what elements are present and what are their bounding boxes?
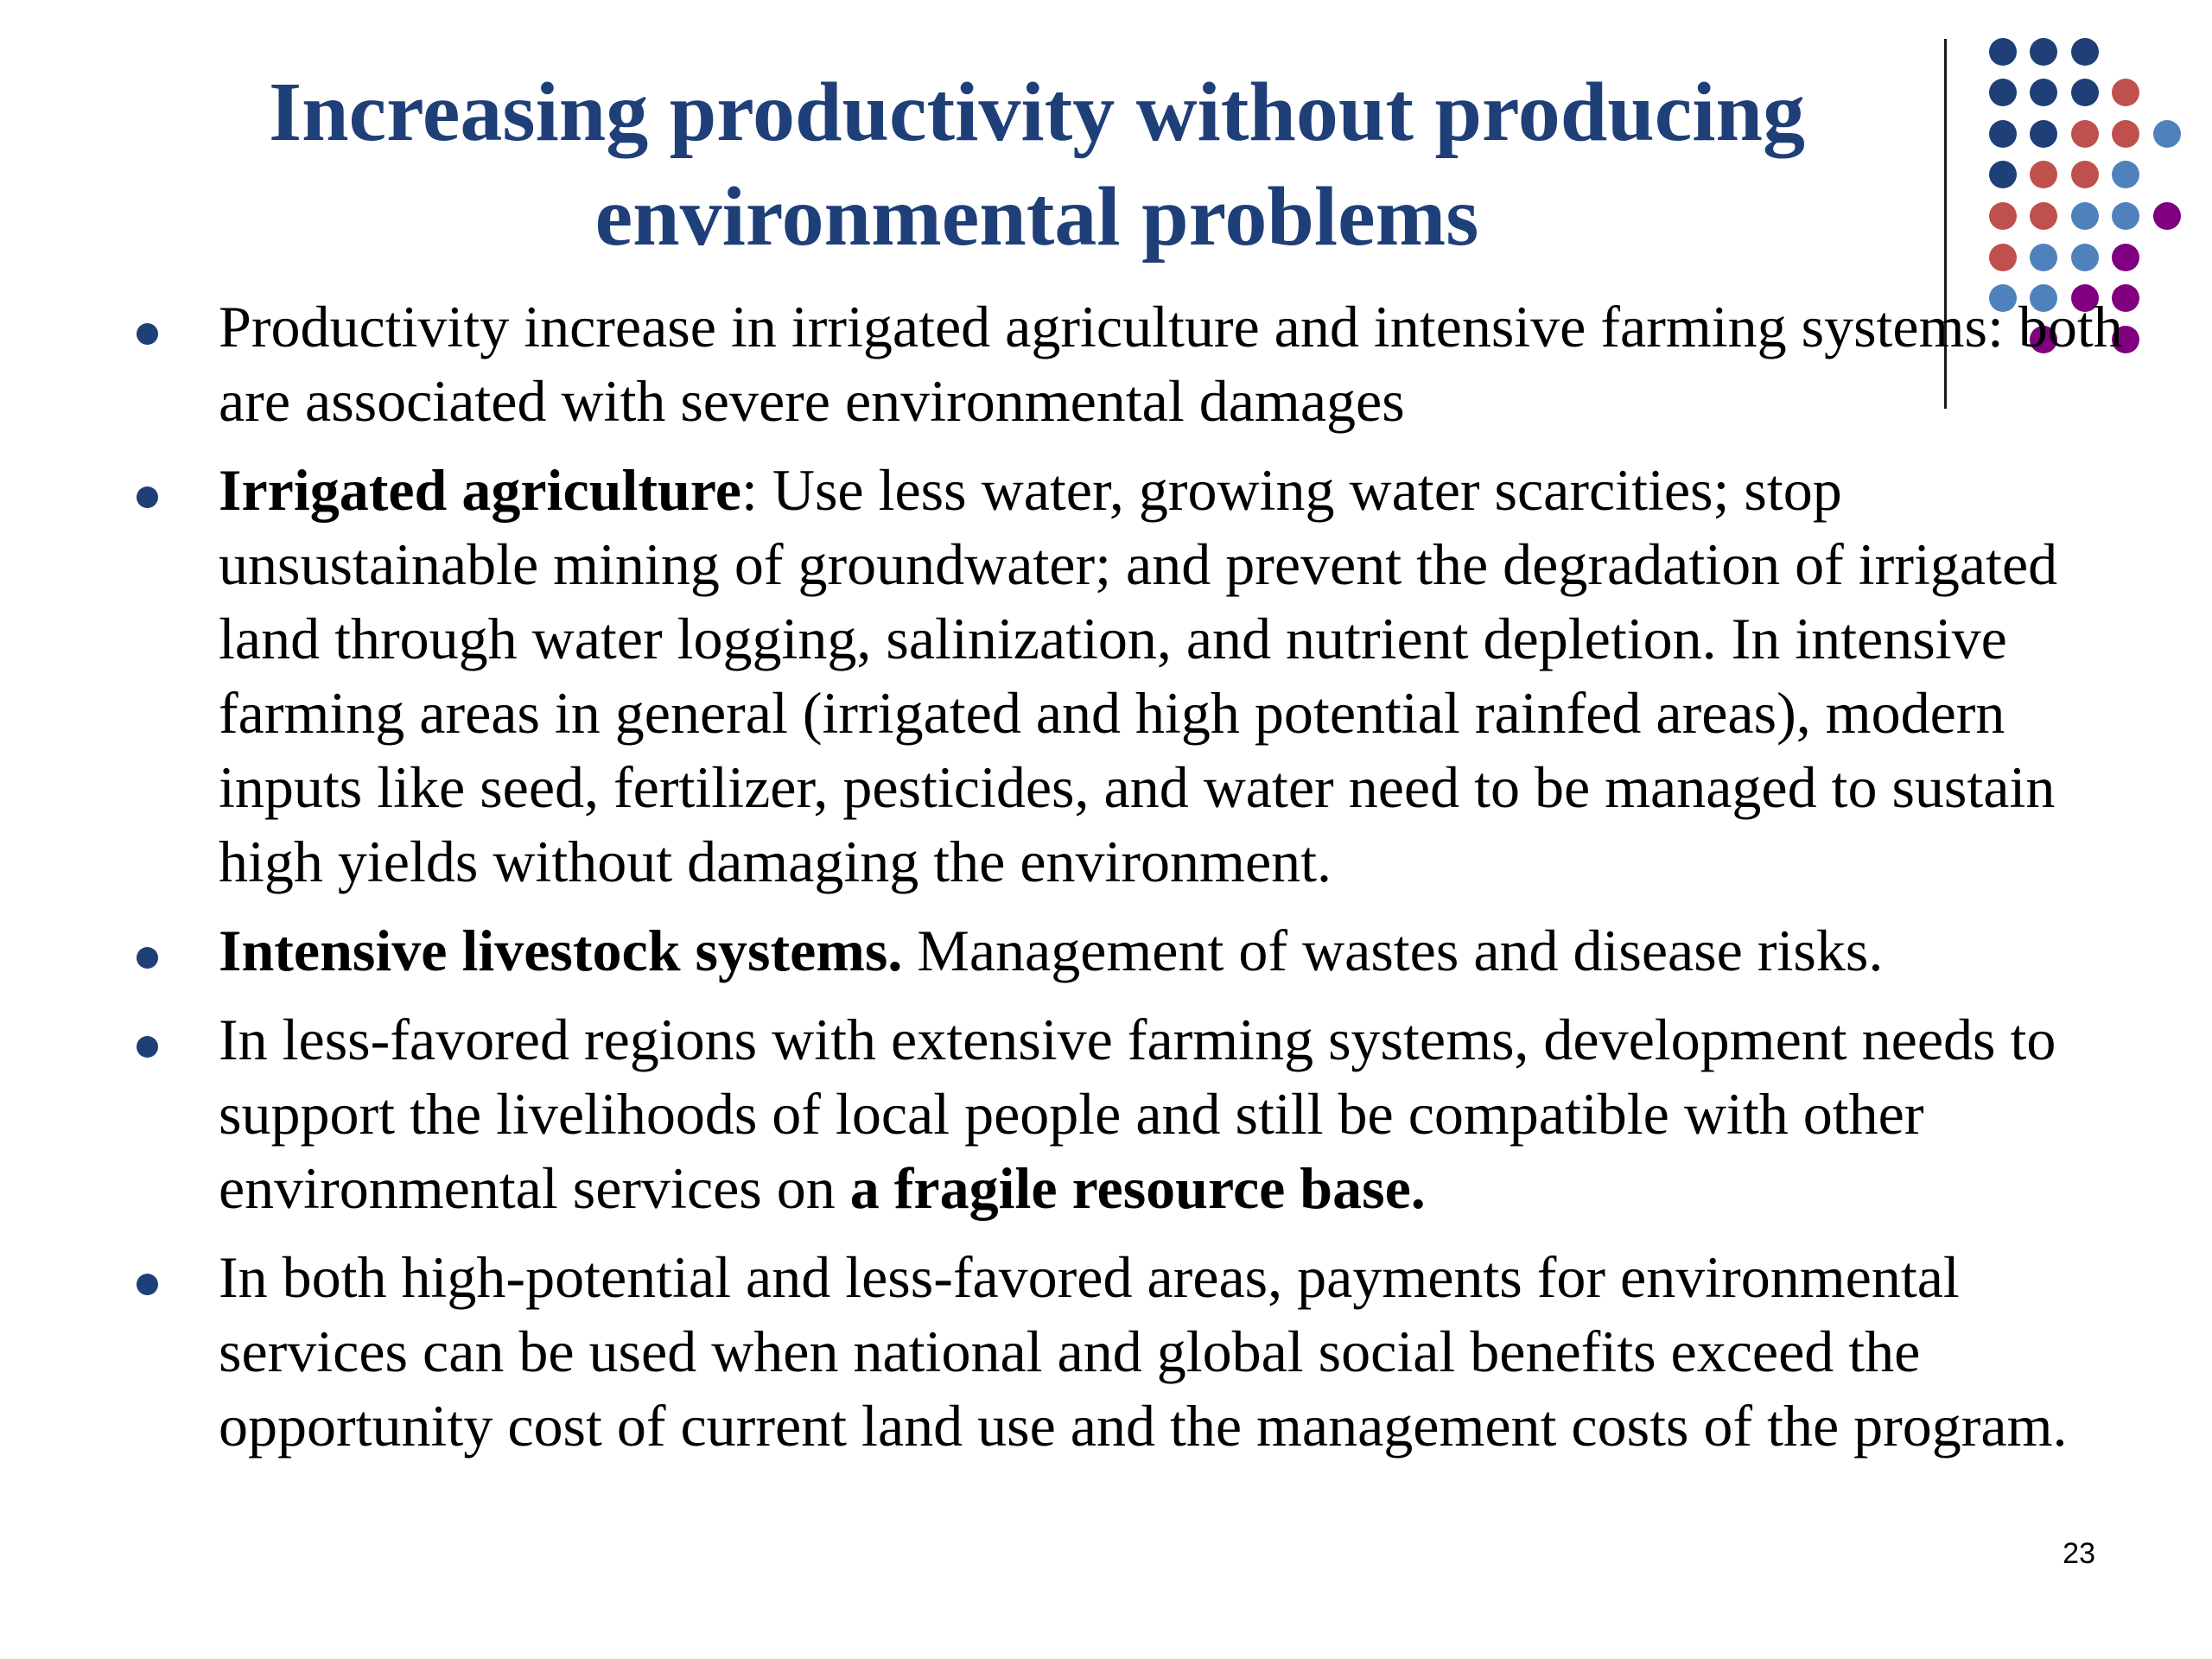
bullet-text-segment: : Use less water, growing water scarciti… — [219, 457, 2058, 894]
decorative-dot — [2030, 38, 2057, 66]
title-line-1: Increasing productivity without producin… — [269, 66, 1805, 159]
decorative-dot — [2071, 244, 2099, 271]
bullet-bold-text: a fragile resource base. — [849, 1155, 1426, 1221]
bullet-item: In both high-potential and less-favored … — [121, 1240, 2143, 1463]
bullet-text: In less-favored regions with extensive f… — [219, 1007, 2056, 1221]
decorative-dot — [2030, 161, 2057, 188]
bullet-list: Productivity increase in irrigated agric… — [121, 289, 2143, 1478]
decorative-dot — [2030, 79, 2057, 106]
decorative-dot — [2153, 202, 2181, 230]
decorative-dot — [2071, 161, 2099, 188]
bullet-text-segment: Management of wastes and disease risks. — [902, 918, 1884, 983]
bullet-item: Intensive livestock systems. Management … — [121, 913, 2143, 988]
decorative-dot — [1989, 202, 2017, 230]
decorative-dot — [2153, 120, 2181, 148]
bullet-bold-text: Intensive livestock systems. — [219, 918, 903, 983]
bullet-bold-text: Irrigated agriculture — [219, 457, 741, 523]
slide-title: Increasing productivity without producin… — [130, 60, 1944, 270]
vertical-divider — [1944, 39, 1947, 409]
decorative-dot — [1989, 79, 2017, 106]
bullet-point-icon — [137, 486, 158, 508]
decorative-dot — [1989, 244, 2017, 271]
bullet-text: Intensive livestock systems. Management … — [219, 918, 1883, 983]
decorative-dot — [2071, 202, 2099, 230]
decorative-dot — [1989, 161, 2017, 188]
decorative-dot — [2112, 120, 2139, 148]
decorative-dot — [2071, 38, 2099, 66]
bullet-text: Productivity increase in irrigated agric… — [219, 294, 2123, 434]
bullet-text: In both high-potential and less-favored … — [219, 1244, 2068, 1459]
title-line-2: environmental problems — [594, 170, 1479, 264]
bullet-item: Irrigated agriculture: Use less water, g… — [121, 453, 2143, 899]
decorative-dot — [2030, 202, 2057, 230]
bullet-point-icon — [137, 1274, 158, 1295]
page-number: 23 — [2063, 1537, 2095, 1570]
decorative-dot — [2112, 244, 2139, 271]
bullet-text: Irrigated agriculture: Use less water, g… — [219, 457, 2057, 894]
decorative-dot — [2112, 161, 2139, 188]
decorative-dot — [2071, 79, 2099, 106]
decorative-dot — [2112, 79, 2139, 106]
decorative-dot — [1989, 120, 2017, 148]
bullet-item: In less-favored regions with extensive f… — [121, 1002, 2143, 1225]
bullet-text-segment: In both high-potential and less-favored … — [219, 1244, 2068, 1459]
decorative-dot — [2112, 202, 2139, 230]
bullet-point-icon — [137, 323, 158, 345]
bullet-text-segment: In less-favored regions with extensive f… — [219, 1007, 2056, 1221]
bullet-item: Productivity increase in irrigated agric… — [121, 289, 2143, 438]
decorative-dot — [2030, 120, 2057, 148]
decorative-dot — [2071, 120, 2099, 148]
bullet-text-segment: Productivity increase in irrigated agric… — [219, 294, 2123, 434]
decorative-dot — [1989, 38, 2017, 66]
decorative-dot — [2030, 244, 2057, 271]
bullet-point-icon — [137, 947, 158, 969]
bullet-point-icon — [137, 1036, 158, 1058]
